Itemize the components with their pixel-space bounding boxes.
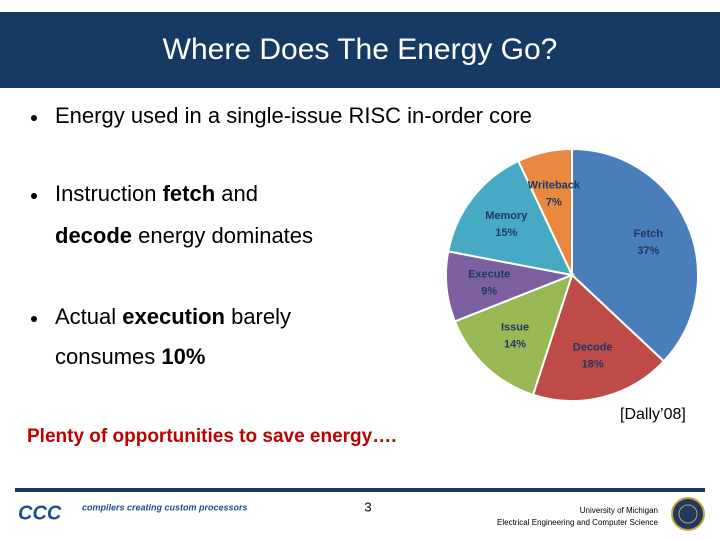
callout: Plenty of opportunities to save energy…. (27, 426, 397, 447)
pie-slice (517, 147, 573, 276)
slice-name: Fetch (634, 228, 664, 240)
text-run: and (215, 181, 258, 206)
slice-name: Decode (573, 341, 613, 353)
bullet-list: Energy used in a single-issue RISC in-or… (31, 103, 532, 369)
text-run: fetch (163, 181, 216, 206)
slice-name: Memory (485, 210, 528, 222)
pie-slice (531, 273, 666, 402)
text-run: Energy used in a single-issue RISC in-or… (55, 103, 532, 128)
bullet-dot (31, 316, 37, 322)
slide-title: Where Does The Energy Go? (163, 33, 558, 66)
text-run: energy dominates (132, 223, 313, 248)
title-bar (0, 12, 720, 88)
text-run: Instruction (55, 181, 163, 206)
slice-name: Execute (468, 269, 510, 281)
text-run: execution (122, 304, 225, 329)
logo: CCC (18, 502, 62, 524)
pie-slice (453, 273, 574, 397)
slice-value: 9% (481, 286, 497, 298)
university-seal-ring (678, 504, 698, 524)
text-run: barely (225, 304, 291, 329)
text-run: 10% (161, 344, 205, 369)
pie-chart: Fetch 37% Decode 18% Issue 14% Execute 9% Memory… (445, 147, 699, 402)
text-run: Actual (55, 304, 122, 329)
bullet-line: decode energy dominates (55, 223, 313, 248)
slice-name: Writeback (528, 180, 581, 192)
page-number: 3 (364, 499, 371, 514)
bullet-dot (31, 193, 37, 199)
slice-value: 7% (546, 197, 562, 209)
affiliation: Electrical Engineering and Computer Scie… (497, 518, 659, 527)
slice-value: 14% (504, 339, 526, 351)
text-run: consumes (55, 344, 161, 369)
text-run: decode (55, 223, 132, 248)
bullet-line: consumes 10% (55, 344, 205, 369)
tagline: compilers creating custom processors (82, 502, 248, 512)
pie-slice (447, 159, 574, 277)
slice-value: 37% (637, 245, 659, 257)
bullet-line: Energy used in a single-issue RISC in-or… (55, 103, 532, 128)
slice-value: 18% (582, 358, 604, 370)
slice-name: Issue (501, 322, 529, 334)
bullet-line: Instruction fetch and (55, 181, 258, 206)
university-seal (671, 497, 705, 531)
slice-value: 15% (495, 227, 517, 239)
bullet-line: Actual execution barely (55, 304, 291, 329)
bullet-dot (31, 115, 37, 121)
pie-slice (571, 147, 699, 363)
citation: [Dally’08] (620, 406, 686, 423)
affiliation: University of Michigan (580, 506, 658, 515)
